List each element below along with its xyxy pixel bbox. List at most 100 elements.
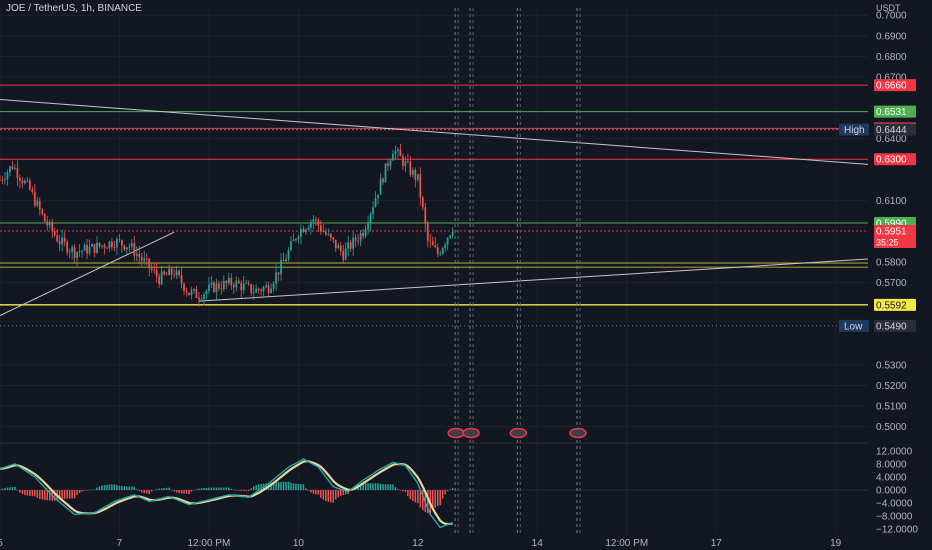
- event-marker-icon[interactable]: [569, 427, 587, 439]
- candle-body: [287, 250, 290, 260]
- histogram-bar: [14, 486, 16, 490]
- candle-body: [26, 180, 29, 182]
- histogram-bar: [145, 490, 148, 494]
- histogram-bar: [173, 490, 175, 492]
- histogram-bar: [168, 487, 170, 490]
- candle-body: [295, 239, 297, 241]
- candle-body: [160, 271, 163, 285]
- trendline[interactable]: [0, 99, 869, 165]
- histogram-bar: [364, 483, 367, 490]
- histogram-bar: [195, 489, 198, 490]
- histogram-bar: [46, 490, 49, 501]
- candle-body: [394, 151, 397, 154]
- candle-body: [38, 200, 41, 210]
- candle-body: [14, 168, 16, 169]
- vertical-markers[interactable]: [447, 8, 587, 534]
- candle-body: [116, 239, 118, 248]
- histogram-bar: [203, 487, 205, 490]
- candle-body: [71, 247, 73, 252]
- histogram-bar: [19, 490, 21, 493]
- candle-body: [6, 172, 9, 180]
- candle-body: [342, 251, 345, 260]
- candle-body: [257, 288, 260, 290]
- histogram-bar: [310, 490, 312, 493]
- horizontal-levels[interactable]: [0, 84, 868, 327]
- histogram-bar: [141, 490, 143, 493]
- event-marker-icon[interactable]: [462, 427, 480, 439]
- candle-body: [319, 225, 322, 232]
- candle-body: [220, 288, 223, 290]
- histogram-bar: [16, 490, 19, 491]
- candle-body: [78, 251, 81, 253]
- candle-body: [198, 297, 200, 300]
- histogram-bar: [21, 490, 24, 494]
- histogram-bar: [34, 490, 36, 497]
- candle-body: [24, 180, 26, 184]
- candle-body: [245, 283, 248, 285]
- histogram-bar: [247, 490, 250, 492]
- time-axis[interactable]: 5 7 12:00 PM 10 12 14 12:00 PM 17 19: [0, 538, 842, 549]
- histogram-bar: [235, 490, 238, 491]
- candle-body: [362, 232, 364, 237]
- histogram-bar: [155, 489, 158, 490]
- histogram-bar: [198, 488, 200, 490]
- histogram-bar: [96, 487, 98, 490]
- candle-body: [441, 248, 444, 254]
- candle-body: [200, 299, 203, 301]
- histogram-bar: [73, 490, 76, 499]
- histogram-bar: [252, 486, 255, 490]
- histogram-bar: [208, 487, 210, 490]
- candle-body: [165, 274, 168, 276]
- candle-body: [215, 283, 218, 292]
- trendline[interactable]: [0, 231, 175, 316]
- candle-body: [170, 268, 173, 275]
- candle-body: [153, 269, 156, 271]
- histogram-bar: [41, 490, 44, 500]
- candle-body: [421, 197, 424, 208]
- time-tick-label: 14: [532, 538, 544, 549]
- candle-body: [86, 244, 88, 254]
- histogram-bar: [382, 483, 384, 490]
- histogram-bar: [148, 490, 150, 494]
- candle-body: [106, 247, 108, 249]
- candle-body: [265, 285, 267, 288]
- histogram-bar: [188, 490, 190, 494]
- oscillator-pane: [0, 458, 454, 529]
- candle-body: [128, 246, 131, 248]
- histogram-bar: [295, 483, 297, 490]
- histogram-bar: [419, 490, 422, 508]
- candle-body: [270, 288, 272, 293]
- candle-body: [31, 189, 34, 192]
- candle-body: [285, 259, 287, 262]
- histogram-bar: [404, 490, 407, 492]
- histogram-bar: [175, 490, 178, 493]
- candle-body: [210, 282, 213, 285]
- histogram-bar: [399, 490, 402, 491]
- histogram-bar: [337, 490, 339, 498]
- price-tag: [874, 319, 916, 332]
- histogram-bar: [436, 490, 439, 507]
- histogram-bar: [407, 490, 409, 497]
- candle-body: [252, 292, 255, 294]
- candle-body: [426, 223, 429, 241]
- oscillator-axis[interactable]: 12.0000 8.0000 4.0000 0.0000 −4.0000 −8.0000 −…: [876, 446, 918, 535]
- candle-body: [168, 268, 170, 276]
- event-marker-icon[interactable]: [509, 427, 528, 439]
- candle-body: [138, 253, 141, 258]
- trendlines[interactable]: [0, 99, 869, 316]
- histogram-bar: [446, 490, 449, 492]
- histogram-bar: [292, 483, 295, 490]
- oscillator-line: [0, 458, 453, 529]
- candle-body: [46, 221, 49, 226]
- histogram-bar: [210, 487, 213, 490]
- event-marker-icon[interactable]: [447, 427, 465, 439]
- candle-body: [48, 222, 51, 226]
- candle-body: [36, 200, 39, 206]
- trendline[interactable]: [198, 258, 869, 302]
- grid: [0, 8, 868, 534]
- histogram-bar: [93, 489, 96, 490]
- histogram-bar: [377, 483, 379, 490]
- candle-body: [242, 283, 245, 291]
- candle-body: [449, 235, 452, 238]
